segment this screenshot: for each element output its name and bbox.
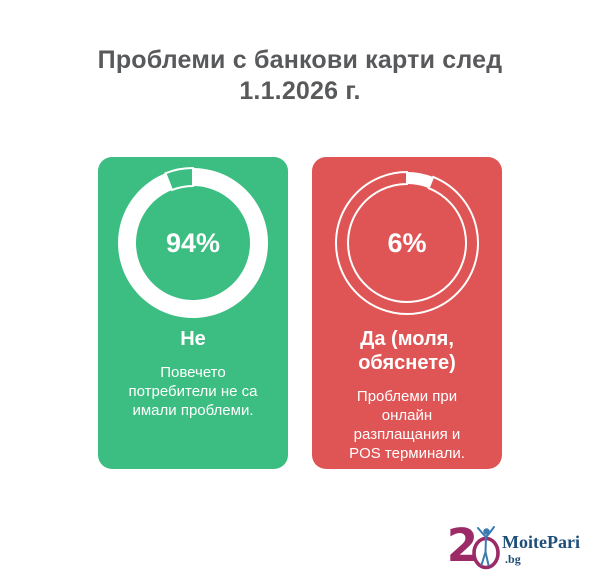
cards-row: 94% Не Повечето потребители не са имали …	[0, 157, 600, 469]
moitepari-logo: 2 MoitePari .bg	[446, 519, 580, 572]
donut-center-label: 6%	[387, 227, 427, 258]
logo-zero-figure-icon	[472, 526, 500, 570]
logo-number-2: 2	[446, 519, 478, 572]
infographic-title: Проблеми с банкови карти след 1.1.2026 г…	[97, 46, 503, 105]
answer-description-no: Повечето потребители не са имали проблем…	[128, 364, 258, 419]
donut-svg-yes	[334, 170, 479, 315]
answer-description-yes: Проблеми при онлайн разплащания и POS те…	[349, 388, 465, 462]
donut-value-arc	[407, 172, 434, 189]
donut-svg-no	[118, 166, 269, 318]
logo-tld-text: .bg	[505, 552, 521, 566]
answer-card-no: 94% Не Повечето потребители не са имали …	[98, 157, 288, 469]
donut-chart-yes: 6%	[327, 163, 487, 323]
donut-chart-no: 94%	[113, 163, 273, 323]
logo-brand-text: MoitePari	[502, 532, 580, 552]
answer-card-yes: 6% Да (моля, обяснете) Проблеми при онла…	[312, 157, 502, 469]
answer-label-no: Не	[180, 328, 206, 350]
donut-remainder-arc	[334, 170, 479, 315]
logo-text-block: MoitePari .bg	[502, 533, 580, 565]
donut-center-label: 94%	[165, 227, 221, 258]
answer-label-yes: Да (моля, обяснете)	[358, 328, 456, 374]
